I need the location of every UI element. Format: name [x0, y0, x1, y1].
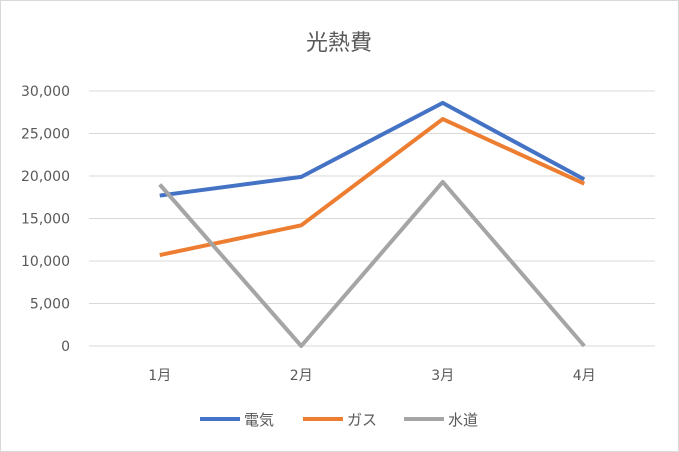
x-tick-label: 4月	[573, 368, 596, 384]
legend-label: ガス	[347, 411, 377, 429]
legend-item: 水道	[404, 411, 478, 429]
x-tick-label: 2月	[290, 368, 313, 384]
legend-item: 電気	[200, 411, 274, 429]
series-line-2	[159, 117, 586, 258]
legend-label: 水道	[448, 411, 478, 429]
x-axis-tick-labels: 1月 2月 3月 4月	[148, 368, 595, 384]
series-line-1	[159, 100, 586, 198]
x-tick-label: 1月	[148, 368, 171, 384]
legend-item: ガス	[303, 411, 377, 429]
y-tick-label: 10,000	[21, 254, 70, 270]
legend-label: 電気	[244, 411, 274, 429]
y-tick-label: 30,000	[21, 84, 70, 100]
chart-title: 光熱費	[306, 31, 372, 56]
series-lines	[158, 100, 586, 348]
y-tick-label: 0	[61, 339, 70, 355]
x-tick-label: 3月	[431, 368, 454, 384]
series-line-3	[158, 179, 586, 348]
y-axis-tick-labels: 0 5,000 10,000 15,000 20,000 25,000 30,000	[21, 84, 70, 355]
y-tick-label: 15,000	[21, 212, 70, 228]
y-tick-label: 25,000	[21, 127, 70, 143]
y-tick-label: 20,000	[21, 169, 70, 185]
gridlines	[89, 90, 655, 347]
y-tick-label: 5,000	[30, 297, 70, 313]
legend: 電気 ガス 水道	[200, 411, 478, 429]
